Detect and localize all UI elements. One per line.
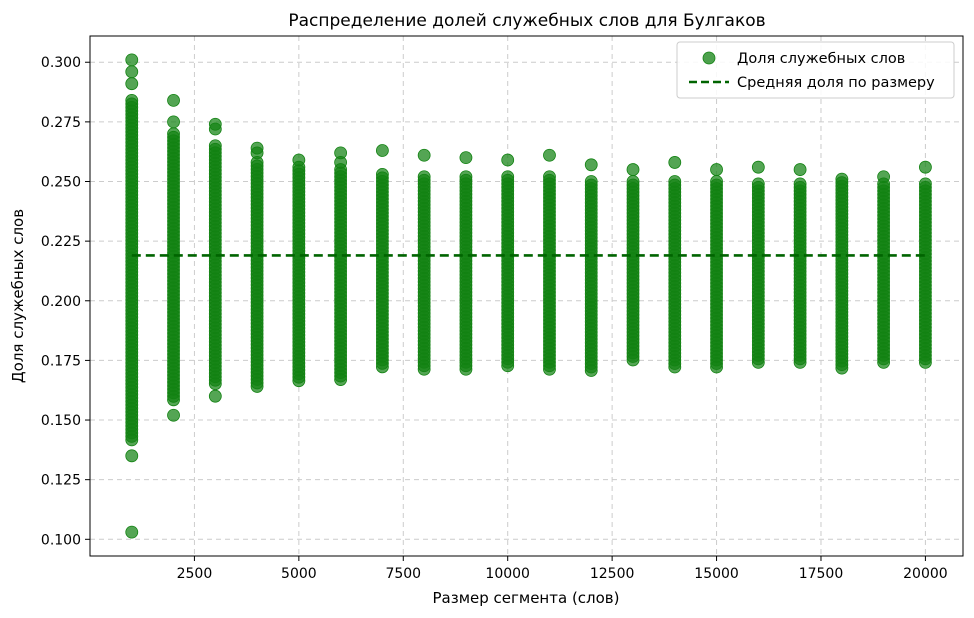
- data-point: [125, 449, 139, 463]
- x-tick-label: 2500: [177, 566, 213, 582]
- x-tick-label: 5000: [281, 566, 317, 582]
- data-point: [292, 153, 306, 167]
- data-point: [543, 148, 556, 162]
- x-tick-label: 12500: [590, 566, 635, 582]
- legend-label-mean: Средняя доля по размеру: [737, 75, 935, 91]
- legend-label-points: Доля служебных слов: [737, 51, 905, 67]
- data-point: [459, 362, 473, 376]
- data-point: [584, 364, 598, 377]
- data-point: [793, 163, 807, 176]
- data-point: [919, 160, 932, 174]
- y-axis-ticks: 0.100 0.125 0.150 0.175 0.200 0.225 0.250 0.275…: [41, 55, 90, 548]
- data-point: [208, 117, 222, 131]
- data-point: [292, 374, 306, 388]
- y-tick-label: 0.150: [41, 413, 81, 429]
- legend-box: [676, 41, 955, 99]
- data-point: [125, 53, 139, 67]
- data-point: [208, 389, 222, 403]
- y-tick-label: 0.250: [41, 175, 81, 191]
- y-tick-label: 0.300: [41, 55, 81, 71]
- y-tick-label: 0.200: [41, 294, 81, 310]
- data-point: [167, 393, 180, 407]
- data-point: [250, 380, 264, 393]
- data-point: [668, 156, 682, 169]
- data-point: [417, 362, 431, 376]
- data-point: [334, 146, 348, 160]
- y-tick-label: 0.225: [41, 234, 81, 250]
- data-point: [751, 160, 765, 174]
- y-tick-label: 0.125: [41, 473, 81, 489]
- y-tick-label: 0.275: [41, 115, 81, 131]
- data-point: [125, 77, 139, 91]
- data-point: [835, 361, 849, 375]
- data-point: [543, 362, 556, 376]
- data-point: [167, 94, 180, 107]
- data-point: [417, 148, 431, 162]
- data-point: [459, 151, 473, 165]
- data-point: [626, 353, 640, 367]
- grid: [90, 36, 963, 556]
- y-tick-label: 0.175: [41, 353, 81, 369]
- data-point: [751, 355, 765, 369]
- legend: Доля служебных слов Средняя доля по разм…: [676, 41, 955, 99]
- data-point: [125, 525, 139, 539]
- data-point: [208, 377, 222, 391]
- y-tick-label: 0.100: [41, 532, 81, 548]
- data-point: [167, 115, 180, 129]
- scatter-points: [125, 53, 932, 539]
- data-point: [375, 360, 389, 374]
- x-axis-label: Размер сегмента (слов): [432, 589, 619, 607]
- y-axis-label: Доля служебных слов: [9, 209, 27, 383]
- x-tick-label: 15000: [694, 566, 739, 582]
- legend-scatter-marker: [702, 51, 716, 65]
- data-point: [710, 163, 723, 176]
- data-point: [125, 65, 139, 79]
- x-tick-label: 10000: [485, 566, 530, 582]
- data-point: [626, 163, 640, 176]
- data-point: [167, 408, 180, 422]
- x-tick-label: 20000: [903, 566, 948, 582]
- data-point: [125, 433, 139, 447]
- data-point: [877, 170, 891, 184]
- x-axis-ticks: 2500 5000 7500 10000 12500 15000 17500 20000: [177, 556, 948, 582]
- chart-title: Распределение долей служебных слов для Б…: [288, 11, 765, 31]
- data-point: [668, 360, 682, 374]
- x-tick-label: 7500: [385, 566, 421, 582]
- data-point: [375, 144, 389, 157]
- data-point: [501, 359, 515, 373]
- data-point: [793, 355, 807, 369]
- data-point: [710, 360, 723, 374]
- data-point: [584, 158, 598, 172]
- data-point: [501, 153, 515, 167]
- data-point: [334, 373, 348, 386]
- plot-frame: [89, 35, 964, 557]
- x-tick-label: 17500: [799, 566, 844, 582]
- data-point: [877, 355, 891, 369]
- data-point: [919, 355, 932, 369]
- data-point: [250, 141, 264, 155]
